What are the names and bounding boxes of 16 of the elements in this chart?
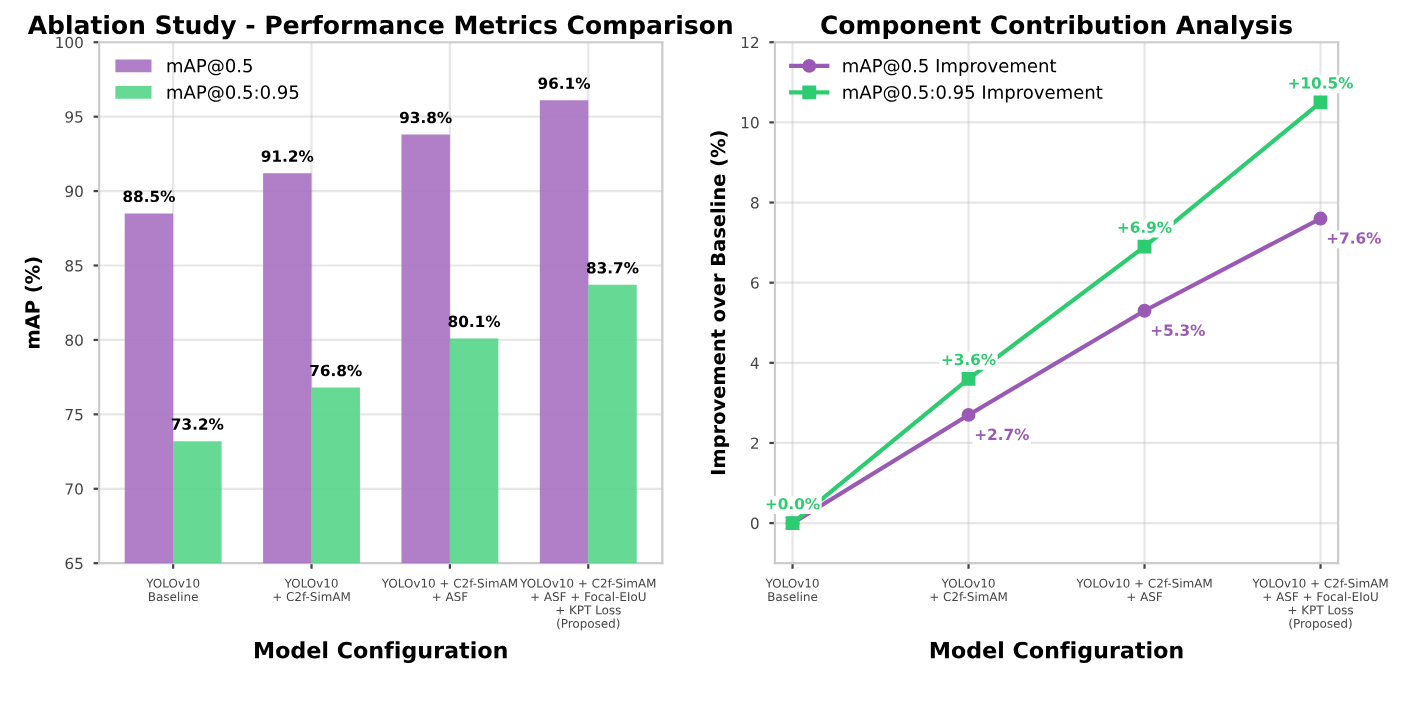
y-axis-title: mAP (%)	[24, 257, 43, 348]
legend-label: mAP@0.5:0.95	[167, 85, 299, 102]
y-axis-title: Improvement over Baseline (%)	[710, 131, 730, 475]
legend-label: mAP@0.5:0.95 Improvement	[843, 85, 1103, 103]
chart-title: Ablation Study - Performance Metrics Comparison	[27, 14, 732, 40]
point	[1137, 239, 1152, 254]
x-axis-title: Model Configuration	[255, 641, 507, 663]
point	[961, 371, 976, 386]
point	[1313, 95, 1328, 110]
point	[1313, 211, 1328, 226]
legend-label: mAP@0.5 Improvement	[843, 58, 1057, 76]
legend-label: mAP@0.5	[167, 58, 252, 76]
point	[961, 407, 976, 422]
x-axis-title: Model Configuration	[930, 641, 1183, 663]
point	[1137, 303, 1152, 318]
chart-title: Component Contribution Analysis	[821, 14, 1292, 40]
